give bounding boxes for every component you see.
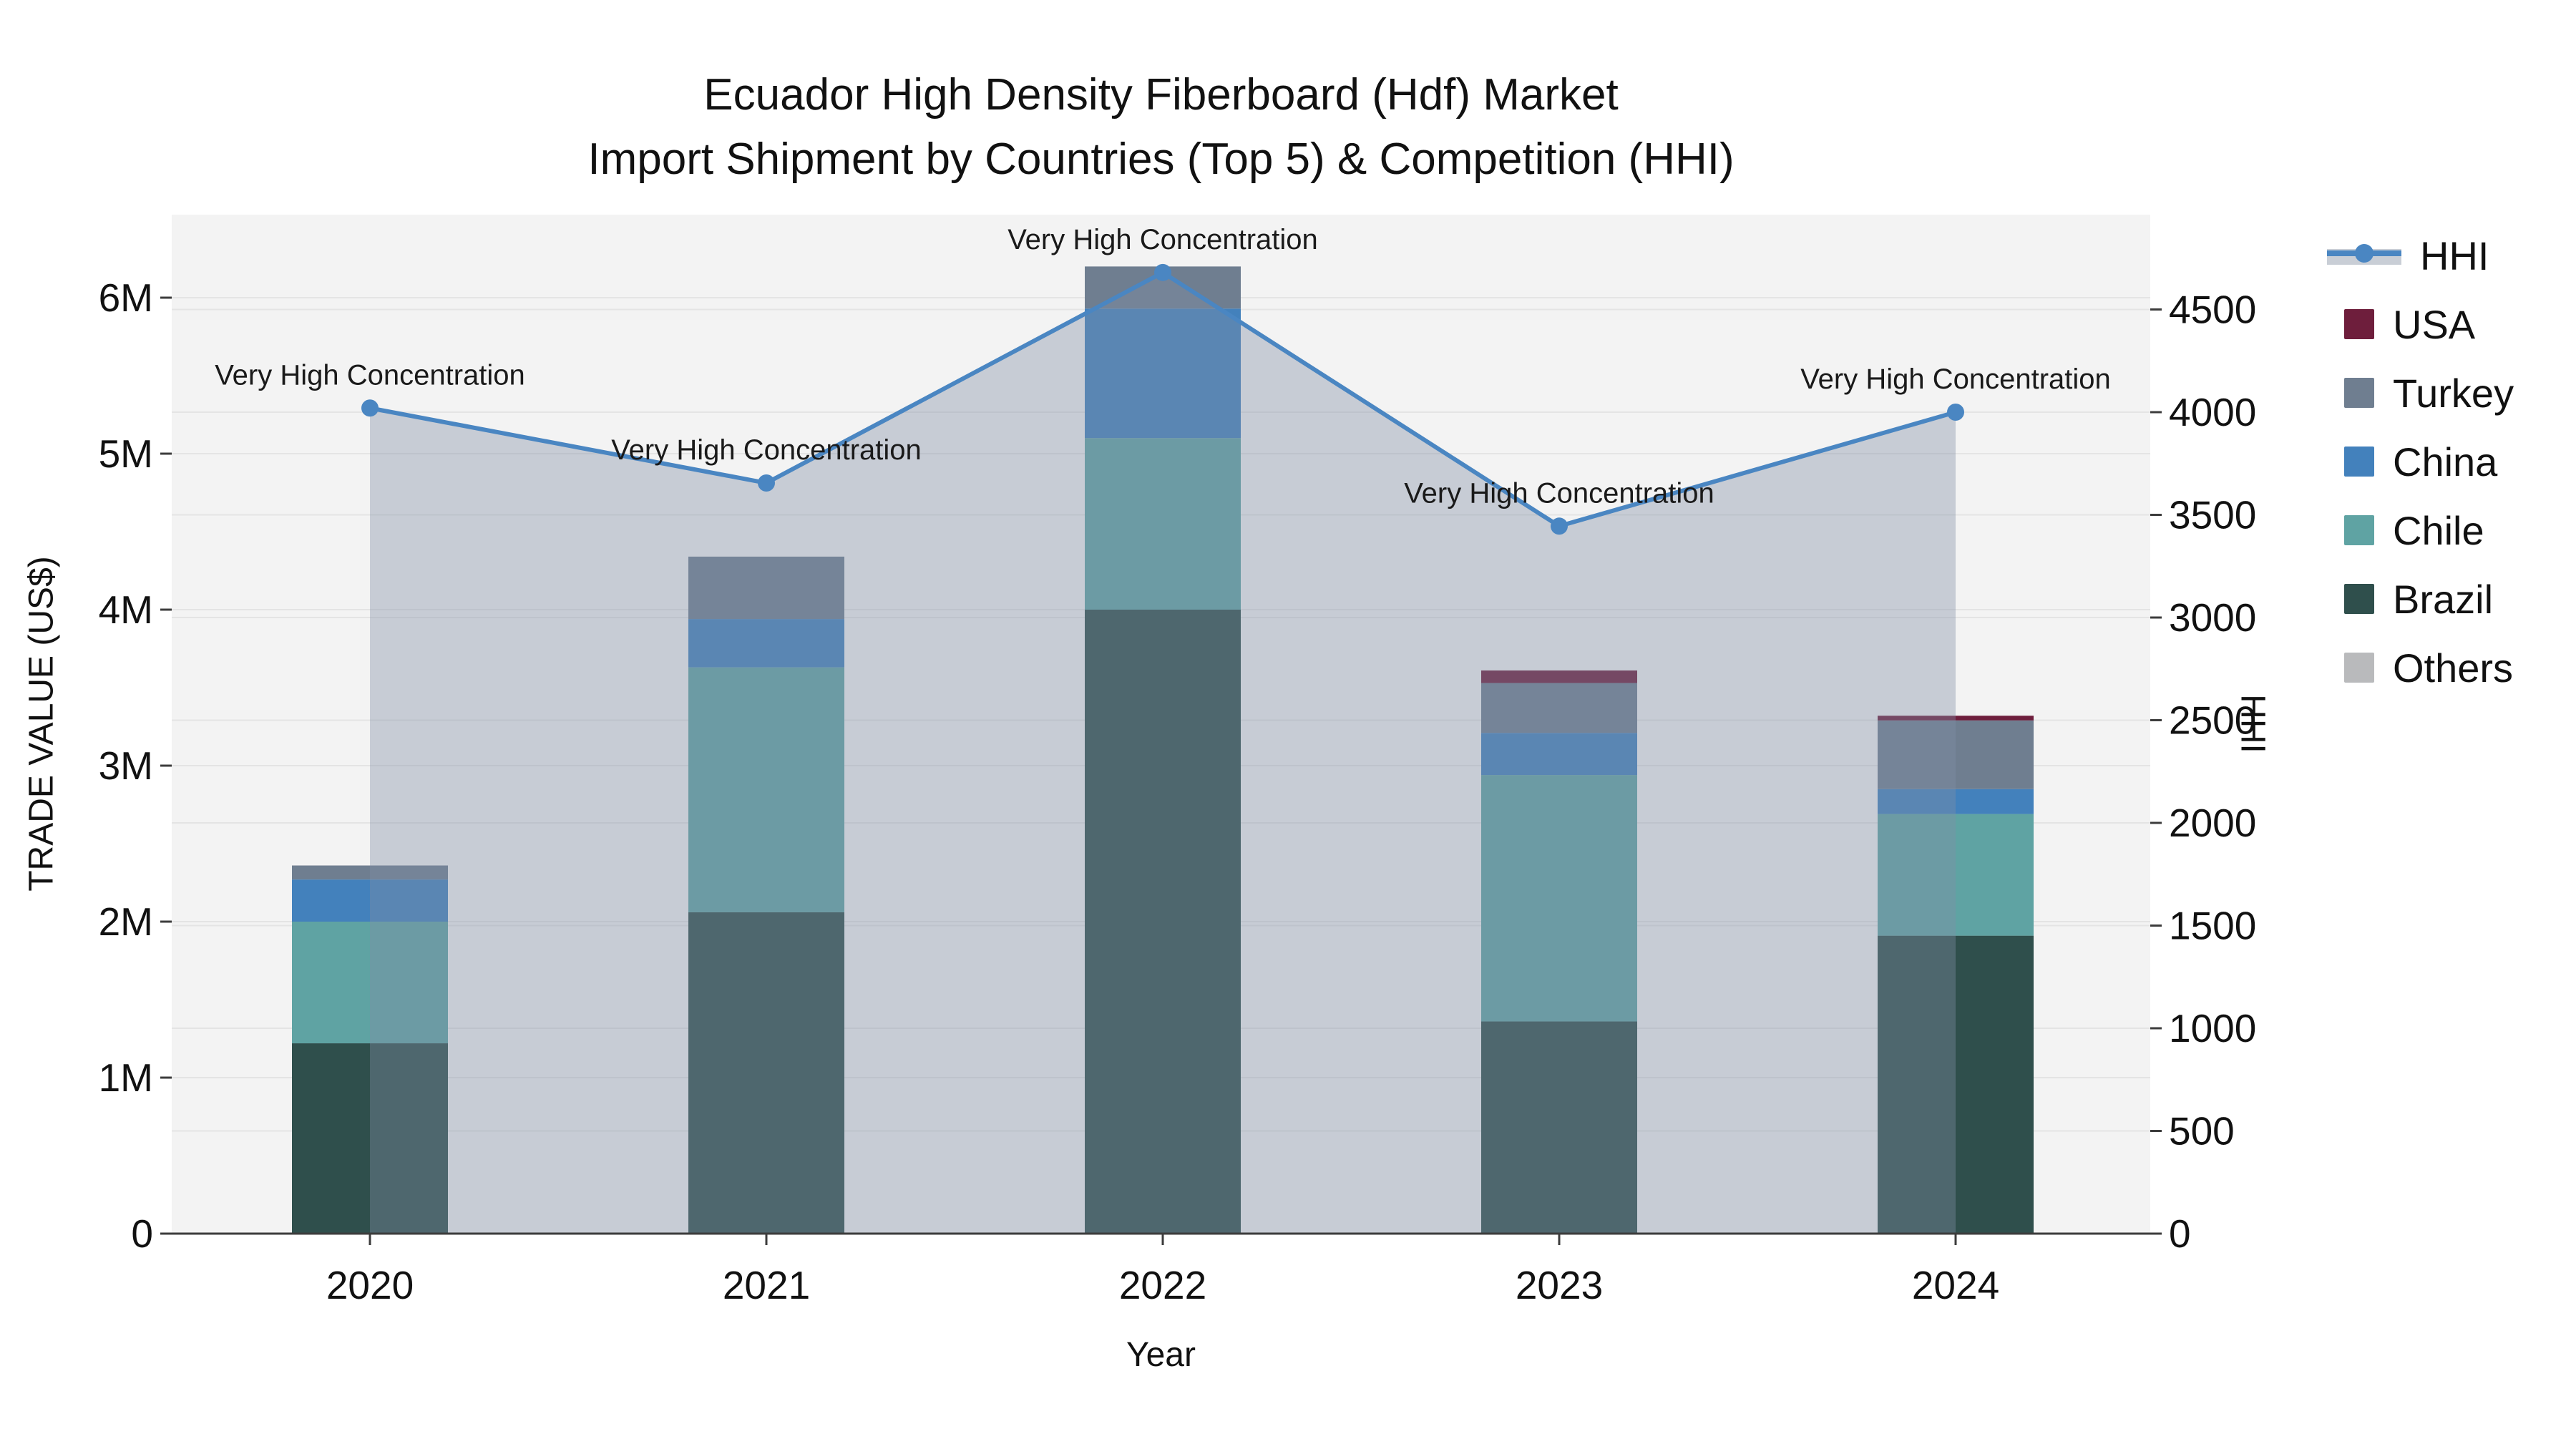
left-tick-label: 2M xyxy=(99,899,153,944)
hhi-area-fill xyxy=(370,272,1956,1234)
bar-2021-brazil xyxy=(688,912,844,1234)
hhi-marker-2021 xyxy=(758,474,775,492)
right-tick-label: 2000 xyxy=(2169,801,2256,845)
bar-2021-china xyxy=(688,619,844,668)
left-tick-label: 6M xyxy=(99,275,153,320)
bar-2023-china xyxy=(1481,733,1637,776)
bar-2022-china xyxy=(1085,308,1241,439)
axes-ticks-labels: 0 1M 2M 3M 4M 5M 6M 0 500 1000 1500 2000 2500 3000 350… xyxy=(99,275,2257,1307)
bar-2020-chile xyxy=(292,922,448,1044)
legend-label: China xyxy=(2393,439,2498,484)
legend-label: Brazil xyxy=(2393,576,2494,622)
usa-swatch xyxy=(2344,309,2374,339)
bar-2020-brazil xyxy=(292,1043,448,1234)
x-tick-label-2024: 2024 xyxy=(1912,1263,1999,1307)
hhi-line xyxy=(361,263,1964,535)
legend-label: Others xyxy=(2393,645,2514,691)
x-tick-label-2022: 2022 xyxy=(1119,1263,1206,1307)
x-tick-label-2021: 2021 xyxy=(723,1263,810,1307)
legend-label: HHI xyxy=(2420,233,2489,278)
annotation-2023: Very High Concentration xyxy=(1404,477,1714,509)
left-tick-label: 4M xyxy=(99,587,153,632)
legend-label: Turkey xyxy=(2393,370,2514,416)
china-swatch xyxy=(2344,447,2374,477)
turkey-swatch xyxy=(2344,378,2374,408)
bar-2024-brazil xyxy=(1878,935,2034,1234)
chart-title: Ecuador High Density Fiberboard (Hdf) Ma… xyxy=(172,63,2150,192)
x-axis-title: Year xyxy=(1126,1336,1196,1374)
legend-item-turkey: Turkey xyxy=(2327,366,2514,419)
right-tick-label: 500 xyxy=(2169,1109,2235,1153)
hhi-line-swatch xyxy=(2327,240,2401,270)
left-tick-label: 5M xyxy=(99,431,153,476)
hhi-marker-2022 xyxy=(1154,263,1171,281)
bar-2020-china xyxy=(292,879,448,922)
annotation-2022: Very High Concentration xyxy=(1008,224,1318,255)
x-tick-label-2020: 2020 xyxy=(326,1263,414,1307)
hhi-marker-2023 xyxy=(1551,517,1568,535)
right-tick-label: 4500 xyxy=(2169,288,2256,332)
bar-2024-usa xyxy=(1878,716,2034,721)
chart-title-line2: Import Shipment by Countries (Top 5) & C… xyxy=(587,134,1735,184)
bar-2021-turkey xyxy=(688,556,844,620)
stacked-bars xyxy=(292,266,2034,1234)
legend-label: USA xyxy=(2393,301,2476,347)
others-swatch xyxy=(2344,653,2374,683)
annotations: Very High Concentration Very High Concent… xyxy=(215,224,2111,509)
legend-item-brazil: Brazil xyxy=(2327,572,2514,625)
bar-2023-chile xyxy=(1481,775,1637,1022)
right-tick-label: 2500 xyxy=(2169,698,2256,743)
bar-2020-turkey xyxy=(292,865,448,880)
chart-title-line1: Ecuador High Density Fiberboard (Hdf) Ma… xyxy=(703,70,1619,119)
bar-2023-usa xyxy=(1481,670,1637,683)
bar-2022-chile xyxy=(1085,438,1241,610)
legend-item-hhi: HHI xyxy=(2327,229,2514,282)
legend-label: Chile xyxy=(2393,507,2484,553)
right-tick-label: 3500 xyxy=(2169,493,2256,537)
bar-2022-brazil xyxy=(1085,610,1241,1234)
left-tick-label: 0 xyxy=(131,1211,153,1256)
hhi-marker-2024 xyxy=(1947,404,1964,421)
brazil-swatch xyxy=(2344,584,2374,614)
right-tick-label: 1000 xyxy=(2169,1006,2256,1050)
x-tick-label-2023: 2023 xyxy=(1516,1263,1603,1307)
bar-2024-turkey xyxy=(1878,720,2034,789)
legend: HHI USA Turkey China Chile Brazil Others xyxy=(2327,229,2514,694)
legend-item-others: Others xyxy=(2327,641,2514,694)
legend-item-china: China xyxy=(2327,435,2514,488)
right-tick-label: 3000 xyxy=(2169,595,2256,640)
annotation-2020: Very High Concentration xyxy=(215,359,525,391)
left-tick-label: 3M xyxy=(99,743,153,788)
legend-item-usa: USA xyxy=(2327,298,2514,351)
bar-2024-china xyxy=(1878,789,2034,814)
annotation-2021: Very High Concentration xyxy=(611,434,922,466)
legend-item-chile: Chile xyxy=(2327,504,2514,557)
bar-2023-turkey xyxy=(1481,683,1637,733)
right-tick-label: 1500 xyxy=(2169,904,2256,948)
right-tick-label: 0 xyxy=(2169,1211,2191,1256)
chile-swatch xyxy=(2344,515,2374,545)
bar-2021-chile xyxy=(688,667,844,912)
left-tick-label: 1M xyxy=(99,1055,153,1100)
bar-2023-brazil xyxy=(1481,1021,1637,1234)
hhi-marker-2020 xyxy=(361,399,379,417)
hhi-marker-sample xyxy=(2355,244,2373,263)
right-tick-label: 4000 xyxy=(2169,390,2256,434)
annotation-2024: Very High Concentration xyxy=(1800,364,2111,395)
hhi-area xyxy=(370,272,1956,1234)
bar-2024-chile xyxy=(1878,814,2034,936)
